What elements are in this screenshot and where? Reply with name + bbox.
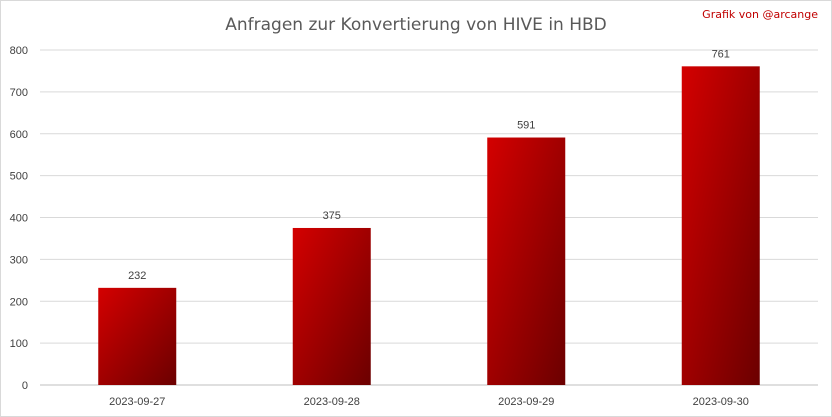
chart-title: Anfragen zur Konvertierung von HIVE in H… (225, 15, 607, 35)
data-label: 375 (323, 210, 341, 222)
bar (292, 227, 371, 385)
y-tick-label: 500 (10, 171, 28, 183)
y-tick-label: 200 (10, 296, 28, 308)
y-tick-label: 700 (10, 87, 28, 99)
x-tick-label: 2023-09-27 (109, 396, 165, 408)
y-tick-label: 600 (10, 129, 28, 141)
x-tick-label: 2023-09-30 (693, 396, 749, 408)
data-labels: 232 375 591 761 (128, 48, 730, 282)
bar (98, 287, 177, 385)
chart-credit: Grafik von @arcange (702, 8, 818, 21)
bars (98, 66, 760, 386)
bar (681, 66, 760, 386)
bar (487, 137, 566, 385)
data-label: 761 (712, 48, 730, 60)
y-axis-ticks: 0 100 200 300 400 500 600 700 800 (10, 45, 28, 392)
x-axis-ticks: 2023-09-27 2023-09-28 2023-09-29 2023-09-30 (109, 396, 749, 408)
y-tick-label: 0 (22, 380, 28, 392)
y-tick-label: 300 (10, 254, 28, 266)
data-label: 591 (517, 120, 535, 132)
y-tick-label: 800 (10, 45, 28, 57)
y-tick-label: 400 (10, 213, 28, 225)
x-tick-label: 2023-09-29 (498, 396, 554, 408)
x-tick-label: 2023-09-28 (304, 396, 360, 408)
data-label: 232 (128, 270, 146, 282)
y-tick-label: 100 (10, 338, 28, 350)
